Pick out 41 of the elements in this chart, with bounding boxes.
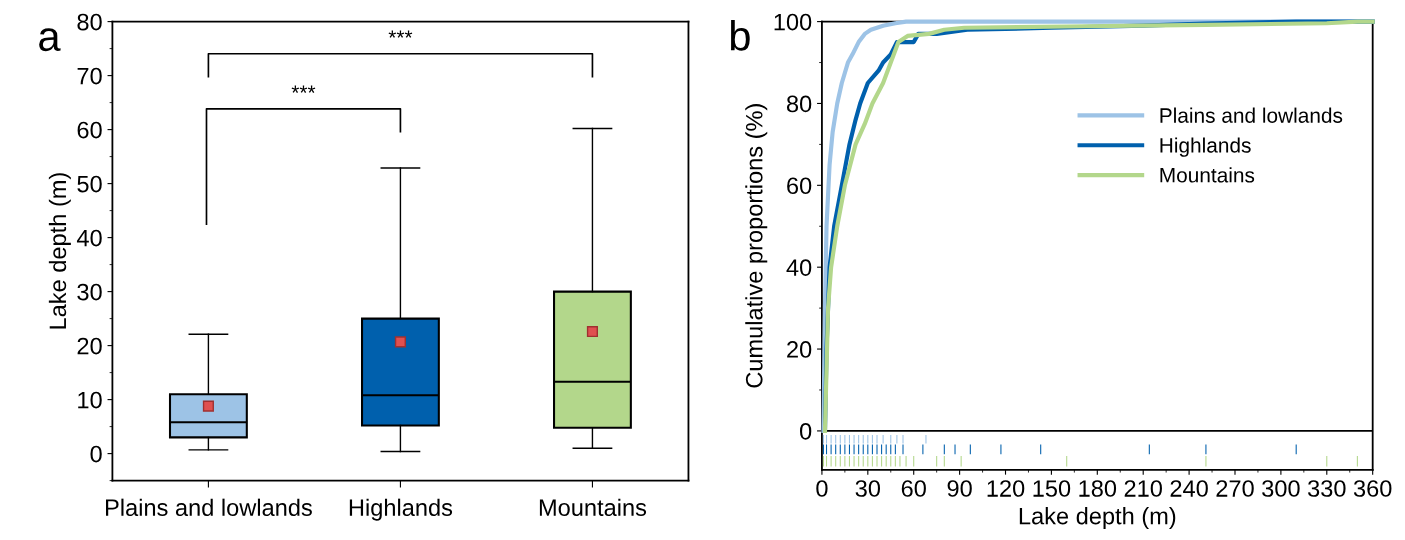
y-tick-label: 60 [787,177,812,195]
x-tick-label: 300 [1262,480,1300,497]
x-axis-title: Lake depth (m) [1019,507,1176,530]
y-tick-label: 80 [786,95,812,113]
annotation: *** [291,85,316,93]
y-tick-label: 30 [77,283,102,301]
x-tick-label: Highlands [349,498,453,521]
x-tick-label: 180 [1079,480,1117,497]
x-tick-label: 330 [1307,480,1346,497]
y-tick-label: 80 [77,13,102,31]
y-tick-label: 0 [800,422,812,440]
y-tick-label: 20 [77,337,102,355]
y-tick-label: 0 [90,445,102,463]
chart-title: b [730,20,750,51]
y-tick-label: 40 [76,229,102,247]
x-tick-label: Mountains [539,498,647,516]
x-tick-label: 210 [1124,480,1162,497]
y-tick-label: 60 [77,121,102,139]
x-tick-label: 240 [1170,480,1208,497]
y-tick-label: 100 [774,13,812,31]
legend-label: Highlands [1160,137,1251,157]
chart-title: a [39,28,61,52]
y-tick-label: 10 [78,391,102,409]
y-tick-label: 40 [786,259,812,276]
y-tick-label: 20 [787,341,812,358]
y-axis-title: Lake depth (m) [48,173,71,329]
legend-label: Mountains [1160,167,1255,183]
y-tick-label: 50 [77,175,102,193]
x-tick-label: 60 [901,480,926,497]
y-tick-label: 70 [77,67,102,85]
x-tick-label: 90 [947,480,972,497]
y-axis-title: Cumulative proportions (%) [745,104,768,388]
x-tick-label: 120 [987,480,1025,497]
x-tick-label: 270 [1216,480,1254,497]
x-tick-label: 360 [1353,480,1392,497]
x-tick-label: 0 [816,480,828,497]
x-tick-label: 30 [855,480,881,497]
annotation: *** [388,30,413,38]
x-tick-label: 150 [1033,480,1071,497]
x-tick-label: Plains and lowlands [106,498,312,516]
legend-label: Plains and lowlands [1160,107,1343,123]
